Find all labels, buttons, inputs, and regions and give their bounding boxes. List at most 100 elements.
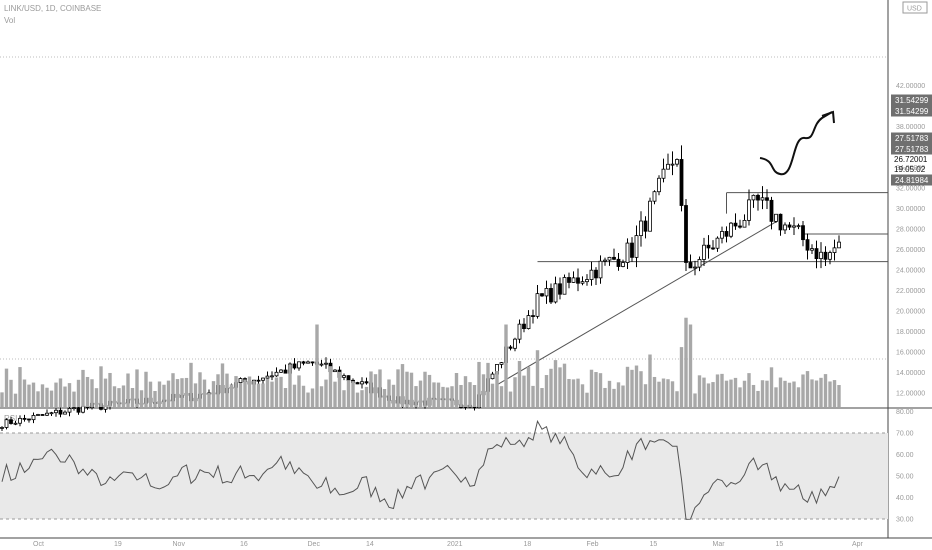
- volume-bar: [315, 324, 319, 407]
- candle: [738, 225, 742, 228]
- volume-bar: [756, 390, 760, 407]
- volume-bar: [684, 317, 688, 407]
- volume-legend: Vol: [4, 16, 16, 25]
- volume-bar: [747, 373, 751, 407]
- volume-bar: [499, 386, 504, 407]
- volume-bar: [697, 375, 702, 407]
- candle: [630, 242, 634, 258]
- candle: [355, 382, 360, 385]
- candle: [279, 369, 283, 373]
- volume-bar: [432, 382, 436, 407]
- candle: [702, 244, 706, 260]
- volume-bar: [54, 382, 58, 407]
- candle: [571, 277, 576, 283]
- candle: [742, 219, 747, 228]
- candle: [769, 199, 774, 222]
- volume-bar: [657, 381, 661, 407]
- volume-bar: [706, 383, 711, 407]
- volume-bar: [634, 365, 639, 407]
- volume-bar: [247, 376, 252, 407]
- price-tag-label: 19:05:02: [894, 165, 926, 174]
- candle: [607, 256, 612, 261]
- volume-bar: [598, 373, 603, 407]
- candle: [693, 266, 697, 269]
- volume-bar: [333, 381, 337, 407]
- candle: [814, 248, 819, 260]
- volume-bar: [558, 367, 562, 407]
- volume-bar: [31, 382, 36, 407]
- candle: [306, 361, 310, 364]
- volume-bar: [180, 378, 184, 407]
- candle: [310, 361, 315, 364]
- candle: [54, 409, 58, 414]
- volume-bar: [90, 379, 94, 407]
- volume-bar: [189, 362, 193, 407]
- candle: [531, 315, 535, 317]
- volume-bar: [342, 390, 346, 407]
- volume-bar: [45, 387, 49, 407]
- candle: [540, 293, 544, 297]
- price-tick-label: 28.00000: [896, 227, 925, 234]
- volume-bar: [396, 369, 400, 407]
- volume-bar: [288, 364, 292, 407]
- candle: [346, 375, 351, 381]
- volume-bar: [513, 377, 517, 407]
- candle: [256, 379, 261, 382]
- volume-bar: [157, 381, 162, 407]
- volume-bar: [594, 372, 598, 407]
- volume-bar: [103, 378, 108, 407]
- candle: [720, 231, 724, 239]
- price-tag-box: [891, 143, 932, 155]
- volume-bar: [454, 372, 459, 407]
- volume-bar: [76, 379, 81, 407]
- volume-bar: [805, 371, 810, 407]
- volume-bar: [0, 392, 4, 407]
- volume-bar: [643, 384, 648, 407]
- volume-bar: [126, 373, 130, 407]
- rsi-tick-label: 50.00: [896, 474, 914, 481]
- time-tick-label: 15: [650, 541, 658, 548]
- price-tag-box: [891, 174, 932, 186]
- candle: [76, 407, 81, 413]
- candle: [625, 242, 630, 263]
- candle: [31, 415, 36, 421]
- volume-bar: [423, 371, 427, 407]
- candle: [333, 369, 337, 373]
- volume-bar: [517, 361, 522, 407]
- time-tick-label: Oct: [33, 541, 44, 548]
- candle: [823, 251, 828, 260]
- price-tag-label: 27.51783: [895, 145, 929, 154]
- volume-bar: [193, 383, 198, 407]
- candle: [810, 248, 814, 251]
- volume-bar: [319, 386, 324, 407]
- volume-bar: [36, 391, 40, 407]
- volume-bar: [40, 384, 45, 407]
- volume-bar: [472, 384, 477, 407]
- volume-bar: [585, 392, 589, 407]
- candle: [751, 194, 756, 201]
- volume-bar: [301, 385, 306, 407]
- price-tick-label: 12.00000: [896, 391, 925, 398]
- candle: [603, 259, 607, 262]
- volume-bar: [171, 373, 175, 407]
- volume-bar: [378, 369, 382, 407]
- volume-bar: [477, 361, 481, 407]
- volume-bar: [481, 374, 486, 407]
- volume-bar: [463, 376, 468, 407]
- volume-bar: [670, 381, 675, 407]
- candle: [643, 220, 648, 232]
- volume-bar: [229, 384, 234, 407]
- candle: [45, 412, 49, 416]
- volume-bar: [369, 371, 373, 407]
- candle: [324, 362, 328, 365]
- volume-bar: [751, 384, 756, 407]
- volume-bar: [549, 368, 553, 407]
- candle: [801, 225, 805, 241]
- volume-bar: [652, 376, 657, 407]
- volume-bar: [360, 390, 364, 407]
- volume-bar: [4, 368, 9, 407]
- price-tag-label: 27.51783: [895, 134, 929, 143]
- volume-bar: [531, 385, 535, 407]
- volume-bar: [49, 390, 54, 407]
